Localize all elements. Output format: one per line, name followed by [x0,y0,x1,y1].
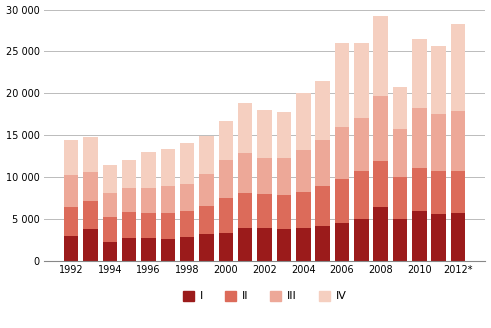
Bar [122,160,136,188]
Bar [335,222,349,261]
Bar [277,112,291,158]
Bar [277,195,291,229]
Bar [451,24,465,111]
Bar [432,171,446,214]
Bar [315,81,330,139]
Bar [257,228,272,261]
Bar [374,207,388,261]
Bar [315,226,330,261]
Bar [64,139,79,175]
Bar [199,234,214,261]
Bar [103,193,117,217]
Bar [315,186,330,226]
Bar [354,219,369,261]
Bar [199,136,214,174]
Bar [374,96,388,161]
Bar [83,172,98,201]
Bar [257,110,272,158]
Bar [354,118,369,171]
Bar [141,213,156,238]
Bar [141,188,156,213]
Bar [451,171,465,213]
Bar [374,161,388,207]
Bar [161,213,175,239]
Bar [122,238,136,261]
Bar [141,238,156,261]
Bar [296,151,310,192]
Bar [180,143,194,184]
Bar [103,242,117,261]
Bar [412,168,427,211]
Bar [432,214,446,261]
Bar [432,47,446,113]
Bar [64,236,79,261]
Bar [238,228,252,261]
Bar [412,108,427,168]
Bar [64,207,79,236]
Bar [218,160,233,198]
Bar [277,229,291,261]
Bar [257,194,272,228]
Legend: I, II, III, IV: I, II, III, IV [178,286,351,306]
Bar [199,174,214,206]
Bar [277,158,291,195]
Bar [199,206,214,234]
Bar [296,228,310,261]
Bar [238,153,252,193]
Bar [180,184,194,211]
Bar [296,92,310,151]
Bar [354,171,369,219]
Bar [238,103,252,153]
Bar [451,213,465,261]
Bar [64,175,79,207]
Bar [393,219,408,261]
Bar [83,229,98,261]
Bar [83,201,98,229]
Bar [296,192,310,228]
Bar [354,43,369,118]
Bar [374,16,388,96]
Bar [257,158,272,194]
Bar [103,217,117,242]
Bar [393,87,408,129]
Bar [218,234,233,261]
Bar [393,177,408,219]
Bar [335,43,349,127]
Bar [315,139,330,186]
Bar [335,127,349,179]
Bar [393,129,408,177]
Bar [180,211,194,237]
Bar [218,121,233,160]
Bar [161,186,175,213]
Bar [161,149,175,186]
Bar [451,111,465,171]
Bar [103,165,117,193]
Bar [432,113,446,171]
Bar [122,188,136,213]
Bar [218,198,233,234]
Bar [238,193,252,228]
Bar [412,39,427,108]
Bar [412,211,427,261]
Bar [122,213,136,238]
Bar [161,239,175,261]
Bar [180,237,194,261]
Bar [141,152,156,188]
Bar [83,137,98,172]
Bar [335,179,349,222]
